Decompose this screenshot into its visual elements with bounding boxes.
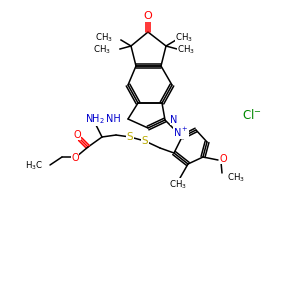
Text: O: O <box>144 11 152 21</box>
Text: N: N <box>170 115 177 125</box>
Text: O: O <box>71 153 79 163</box>
Text: O: O <box>73 130 81 140</box>
Text: NH: NH <box>106 114 121 124</box>
Text: CH$_3$: CH$_3$ <box>175 32 193 44</box>
Text: S: S <box>127 132 133 142</box>
Text: H$_3$C: H$_3$C <box>25 160 43 172</box>
Text: S: S <box>142 136 148 146</box>
Text: O: O <box>219 154 226 164</box>
Text: Cl$^{-}$: Cl$^{-}$ <box>242 108 262 122</box>
Text: N$^+$: N$^+$ <box>173 125 189 139</box>
Text: CH$_3$: CH$_3$ <box>169 179 187 191</box>
Text: CH$_3$: CH$_3$ <box>93 44 111 56</box>
Text: CH$_3$: CH$_3$ <box>227 172 245 184</box>
Text: CH$_3$: CH$_3$ <box>95 32 113 44</box>
Text: CH$_3$: CH$_3$ <box>177 44 195 56</box>
Text: NH$_2$: NH$_2$ <box>85 112 105 126</box>
